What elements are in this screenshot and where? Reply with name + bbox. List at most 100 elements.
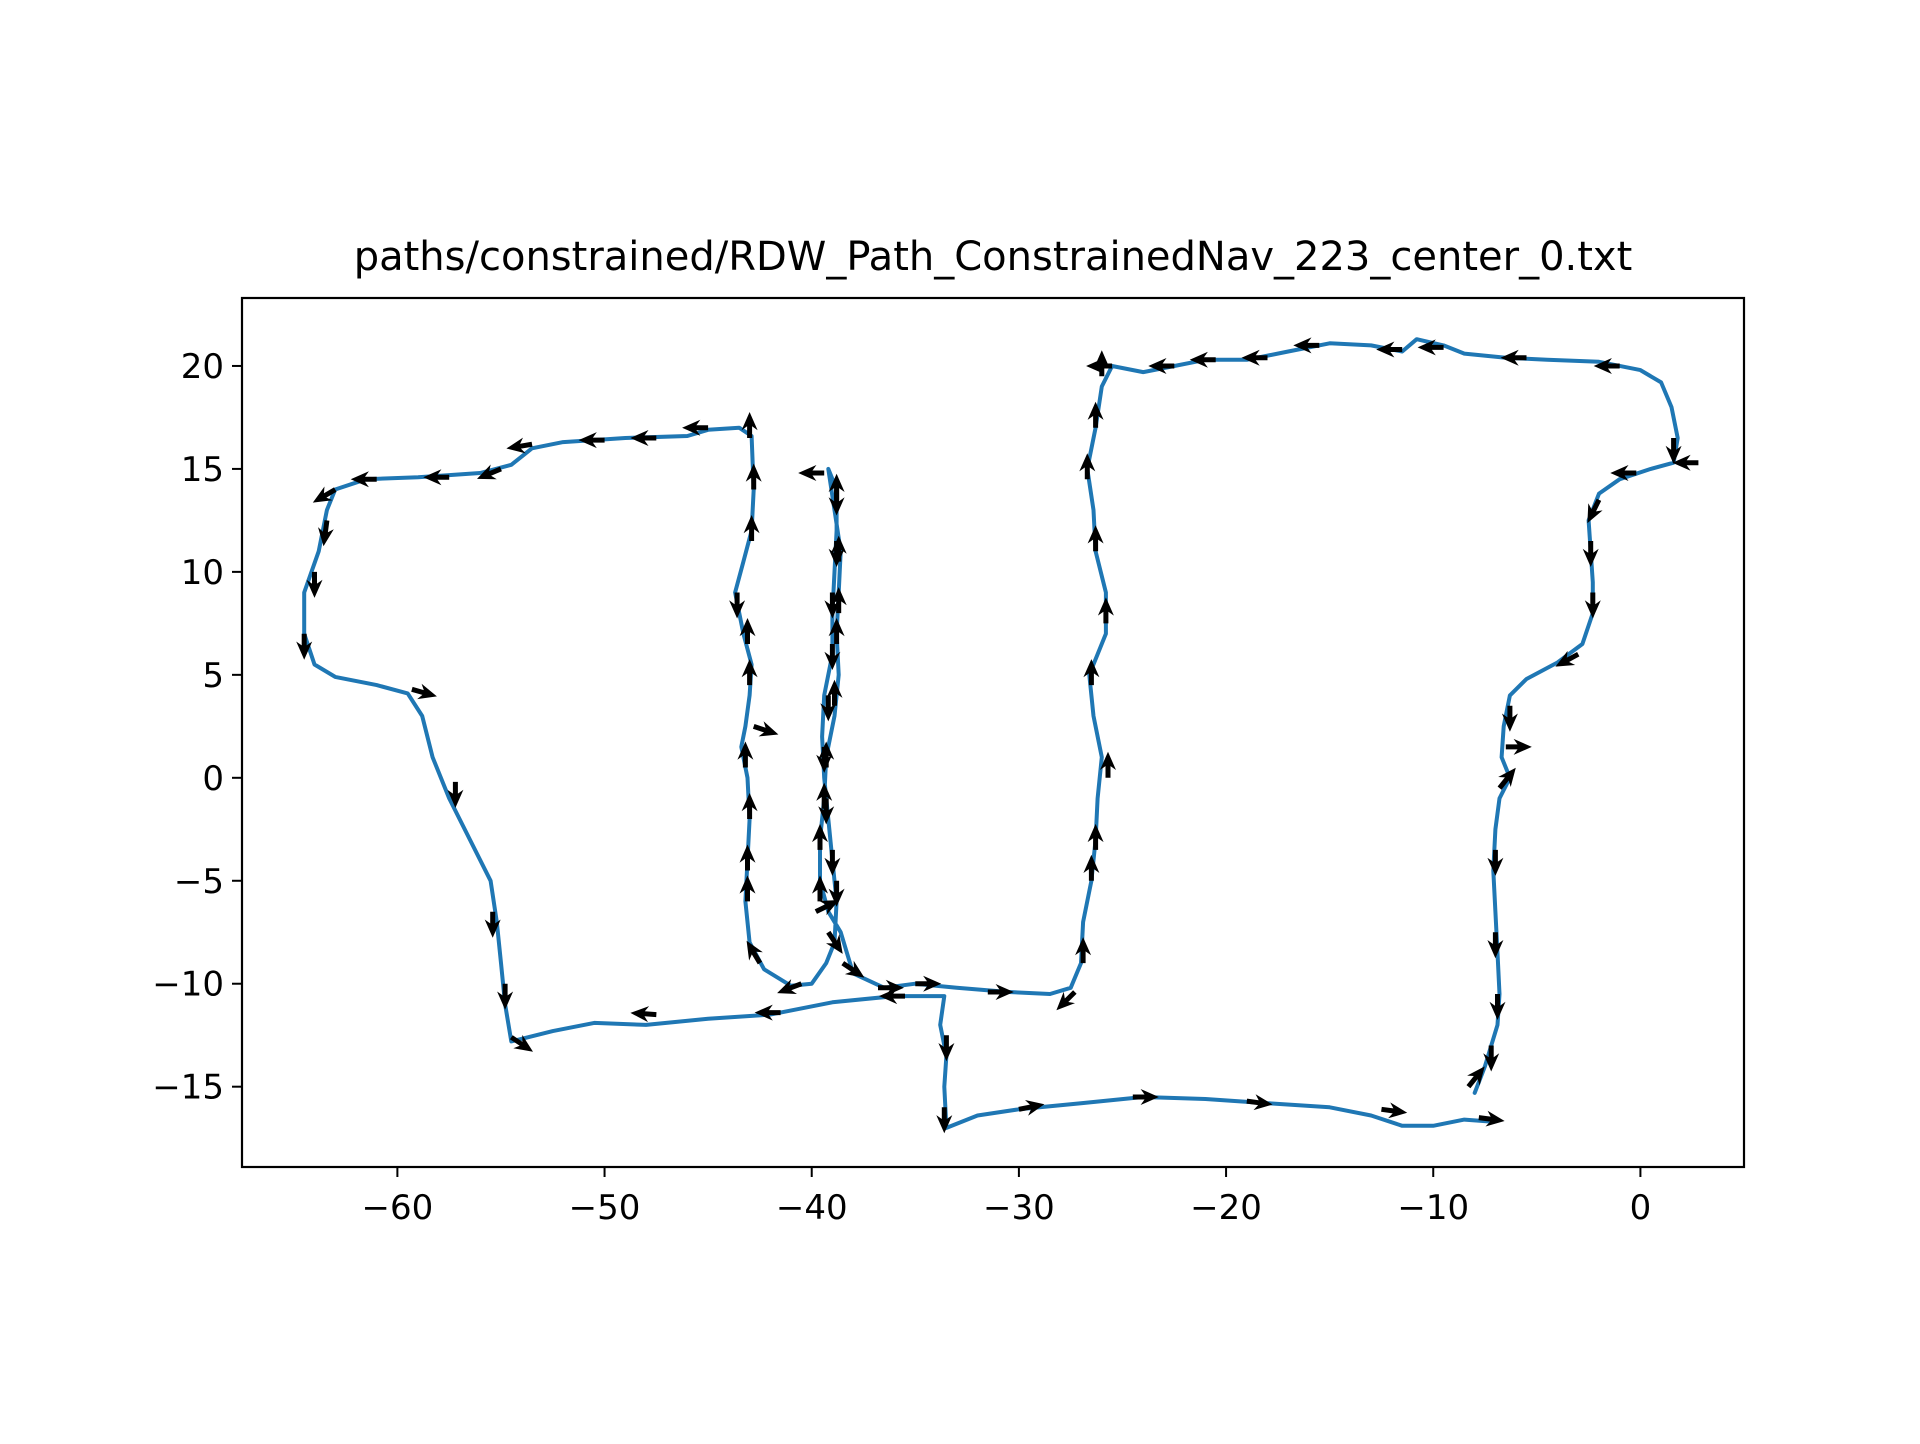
heading-arrow	[1587, 498, 1603, 524]
heading-arrow	[1500, 349, 1527, 366]
heading-arrow	[1293, 337, 1320, 354]
heading-arrow	[1083, 854, 1100, 881]
heading-arrow	[1487, 849, 1504, 876]
y-tick-label: −5	[174, 862, 224, 902]
x-tick-label: −30	[983, 1188, 1055, 1228]
heading-arrow	[830, 587, 847, 614]
heading-arrow	[828, 618, 845, 644]
heading-arrow	[1100, 751, 1116, 778]
heading-arrow	[816, 782, 833, 809]
heading-arrow	[318, 520, 334, 547]
y-tick-label: −10	[152, 965, 224, 1005]
heading-arrow	[1466, 1066, 1485, 1089]
heading-arrow	[818, 741, 835, 768]
heading-arrow	[739, 875, 756, 902]
heading-arrow	[1075, 937, 1092, 964]
heading-arrow	[814, 900, 840, 916]
heading-arrow	[1665, 438, 1682, 464]
heading-arrow	[447, 781, 464, 808]
heading-arrow	[477, 464, 502, 480]
heading-arrow	[506, 437, 533, 454]
chart-title: paths/constrained/RDW_Path_ConstrainedNa…	[354, 234, 1633, 280]
heading-arrow	[915, 975, 942, 992]
heading-arrow	[828, 473, 845, 500]
heading-arrow	[1148, 358, 1175, 374]
heading-arrow	[1593, 358, 1620, 374]
heading-arrow	[1417, 339, 1444, 356]
heading-arrow	[879, 988, 905, 1005]
heading-arrow	[1093, 350, 1110, 377]
heading-arrow	[1501, 705, 1518, 732]
y-tick-label: 10	[181, 553, 224, 593]
heading-arrow	[1241, 349, 1268, 366]
heading-arrow	[1672, 454, 1699, 471]
heading-arrow	[484, 911, 501, 938]
heading-arrow	[1246, 1094, 1273, 1111]
x-tick-label: −60	[361, 1188, 433, 1228]
heading-arrow	[1487, 932, 1504, 959]
heading-arrow	[739, 618, 756, 644]
x-tick-label: −50	[569, 1188, 641, 1228]
heading-arrow	[1087, 401, 1104, 428]
heading-arrow	[936, 1107, 953, 1134]
heading-arrow	[746, 940, 763, 965]
axes-frame	[240, 296, 1746, 1169]
heading-arrow	[630, 1006, 657, 1023]
heading-arrow	[1056, 990, 1077, 1011]
heading-arrow	[578, 432, 605, 449]
heading-arrow	[752, 721, 779, 737]
heading-arrow	[497, 983, 514, 1010]
heading-arrow	[1132, 1089, 1159, 1105]
x-tick-label: −10	[1397, 1188, 1469, 1228]
heading-arrow	[741, 412, 758, 438]
heading-arrow	[938, 1035, 955, 1062]
heading-arrow	[423, 469, 450, 486]
heading-arrow	[824, 644, 841, 670]
heading-arrow	[312, 486, 337, 503]
heading-arrow	[682, 419, 709, 436]
axis-ticks: −60 −50 −40 −30 −20 −10 0 20 15 10 5 0 −5 −10 −15	[152, 347, 1651, 1228]
heading-arrow	[1097, 597, 1114, 624]
heading-arrow	[739, 844, 756, 871]
heading-arrow	[1083, 659, 1100, 686]
heading-arrow	[1489, 994, 1506, 1020]
heading-arrow	[1086, 358, 1113, 374]
y-tick-label: 20	[181, 347, 224, 387]
heading-arrow	[1555, 650, 1580, 667]
y-tick-label: −15	[152, 1068, 224, 1108]
x-tick-label: −20	[1190, 1188, 1262, 1228]
heading-arrow	[1381, 1102, 1408, 1119]
heading-arrow	[1497, 767, 1516, 790]
heading-arrow	[306, 571, 323, 598]
heading-arrow	[1483, 1045, 1500, 1072]
heading-arrow	[841, 960, 865, 978]
heading-arrow	[741, 659, 758, 686]
heading-arrow	[630, 430, 657, 446]
heading-arrow	[824, 849, 841, 876]
heading-arrow	[826, 679, 843, 706]
heading-arrow	[812, 823, 828, 850]
heading-arrow	[1087, 525, 1104, 552]
heading-arrow	[743, 515, 760, 541]
heading-arrow	[1376, 341, 1403, 358]
heading-arrow	[1582, 541, 1599, 567]
heading-arrow	[411, 683, 437, 700]
heading-arrow	[741, 793, 758, 819]
y-tick-label: 15	[181, 450, 224, 490]
heading-arrow	[824, 592, 841, 619]
heading-arrow	[509, 1034, 533, 1052]
heading-arrow	[798, 465, 825, 481]
heading-arrow	[1087, 823, 1104, 850]
heading-arrow	[777, 979, 803, 994]
heading-arrow	[828, 489, 845, 516]
heading-arrow	[350, 471, 377, 488]
heading-arrow	[1478, 1110, 1505, 1127]
heading-arrow	[1584, 592, 1601, 619]
heading-arrow	[737, 741, 754, 768]
heading-arrow	[812, 875, 828, 902]
heading-arrow	[729, 592, 746, 619]
heading-arrow	[1018, 1100, 1045, 1116]
x-tick-label: −40	[776, 1188, 848, 1228]
